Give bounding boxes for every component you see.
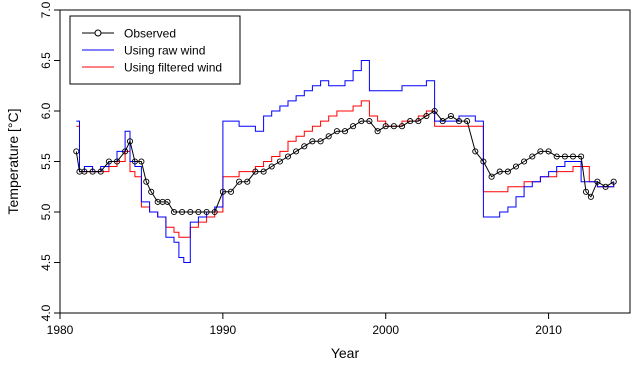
raw-wind-line xyxy=(76,60,615,263)
observed-point xyxy=(582,188,590,195)
observed-point xyxy=(211,208,218,216)
observed-point xyxy=(398,123,406,130)
observed-point xyxy=(431,107,438,115)
observed-point xyxy=(164,198,171,205)
observed-point xyxy=(81,168,88,175)
observed-point xyxy=(545,148,552,155)
observed-point xyxy=(203,208,210,216)
observed-point xyxy=(561,153,568,160)
observed-point xyxy=(587,193,594,200)
legend-item: Using raw wind xyxy=(82,44,205,58)
observed-point xyxy=(260,168,267,175)
observed-point xyxy=(105,158,112,165)
observed-point xyxy=(358,118,365,125)
observed-point xyxy=(252,168,259,175)
y-tick-label: 7.0 xyxy=(39,1,53,18)
observed-point xyxy=(341,128,349,135)
y-tick-label: 5.0 xyxy=(39,203,53,220)
observed-point xyxy=(447,112,454,120)
legend-marker xyxy=(94,29,102,37)
observed-point xyxy=(390,123,397,130)
observed-point xyxy=(578,153,585,160)
observed-point xyxy=(268,163,275,170)
observed-point xyxy=(195,208,202,216)
observed-point xyxy=(504,168,511,175)
series-using-raw-wind xyxy=(76,60,615,263)
observed-point xyxy=(512,163,520,170)
y-tick-label: 4.0 xyxy=(39,304,53,321)
observed-point xyxy=(301,143,308,150)
observed-point xyxy=(415,118,422,125)
filtered-wind-line xyxy=(76,100,615,238)
observed-point xyxy=(374,128,381,135)
legend-item: Using filtered wind xyxy=(82,61,222,75)
observed-point xyxy=(244,178,251,185)
x-axis-label: Year xyxy=(331,345,360,361)
observed-point xyxy=(423,112,430,120)
observed-point xyxy=(317,138,324,145)
x-tick-label: 1990 xyxy=(210,323,237,337)
y-axis-label: Temperature [°C] xyxy=(5,109,21,215)
observed-point xyxy=(143,178,150,185)
observed-point xyxy=(284,153,292,160)
legend-label: Observed xyxy=(124,27,176,41)
observed-point xyxy=(276,158,283,165)
y-tick-label: 4.5 xyxy=(39,254,53,271)
observed-point xyxy=(73,148,80,155)
observed-point xyxy=(131,158,138,165)
observed-point xyxy=(553,153,560,160)
observed-point xyxy=(610,178,617,185)
observed-point xyxy=(529,153,536,160)
observed-point xyxy=(187,208,194,216)
legend-label: Using filtered wind xyxy=(124,61,222,75)
observed-line xyxy=(75,110,614,213)
observed-point xyxy=(455,118,463,125)
observed-point xyxy=(122,148,129,155)
observed-point xyxy=(382,123,389,130)
legend: Observed Using raw wind Using filtered win… xyxy=(69,15,241,85)
observed-point xyxy=(480,158,487,165)
observed-point xyxy=(97,168,104,175)
observed-point xyxy=(219,188,226,195)
observed-point xyxy=(179,208,186,216)
observed-point xyxy=(602,183,609,190)
x-tick-label: 2000 xyxy=(372,323,399,337)
axes: 1980 1990 2000 2010 4.0 4.5 5.0 5.5 6.0 6.5 7.0 xyxy=(39,1,631,337)
observed-point xyxy=(594,178,601,185)
observed-point xyxy=(472,148,479,155)
observed-point xyxy=(309,138,316,145)
x-tick-label: 1980 xyxy=(47,323,74,337)
observed-point xyxy=(537,148,544,155)
observed-point xyxy=(170,208,178,216)
y-tick-label: 6.5 xyxy=(39,52,53,69)
x-tick-label: 2010 xyxy=(535,323,562,337)
series-using-filtered-wind xyxy=(76,100,615,238)
observed-point xyxy=(126,138,134,145)
observed-point xyxy=(521,158,528,165)
observed-point xyxy=(325,133,332,140)
observed-point xyxy=(407,118,414,125)
observed-point xyxy=(496,168,503,175)
observed-point xyxy=(350,123,357,130)
series-observed xyxy=(73,107,617,216)
observed-point xyxy=(293,148,300,155)
observed-point xyxy=(333,128,340,135)
observed-point xyxy=(569,153,577,160)
observed-point xyxy=(236,178,243,185)
observed-point xyxy=(89,168,96,175)
observed-point xyxy=(148,188,155,195)
observed-point xyxy=(439,118,446,125)
plot-area xyxy=(73,60,617,263)
legend-label: Using raw wind xyxy=(124,44,205,58)
observed-point xyxy=(113,158,121,165)
observed-point xyxy=(227,188,235,195)
legend-item: Observed xyxy=(82,27,176,41)
observed-point xyxy=(366,118,373,125)
observed-point xyxy=(488,173,495,180)
y-tick-label: 6.0 xyxy=(39,102,53,119)
observed-point xyxy=(138,158,145,165)
observed-point xyxy=(464,118,471,125)
y-tick-label: 5.5 xyxy=(39,153,53,170)
